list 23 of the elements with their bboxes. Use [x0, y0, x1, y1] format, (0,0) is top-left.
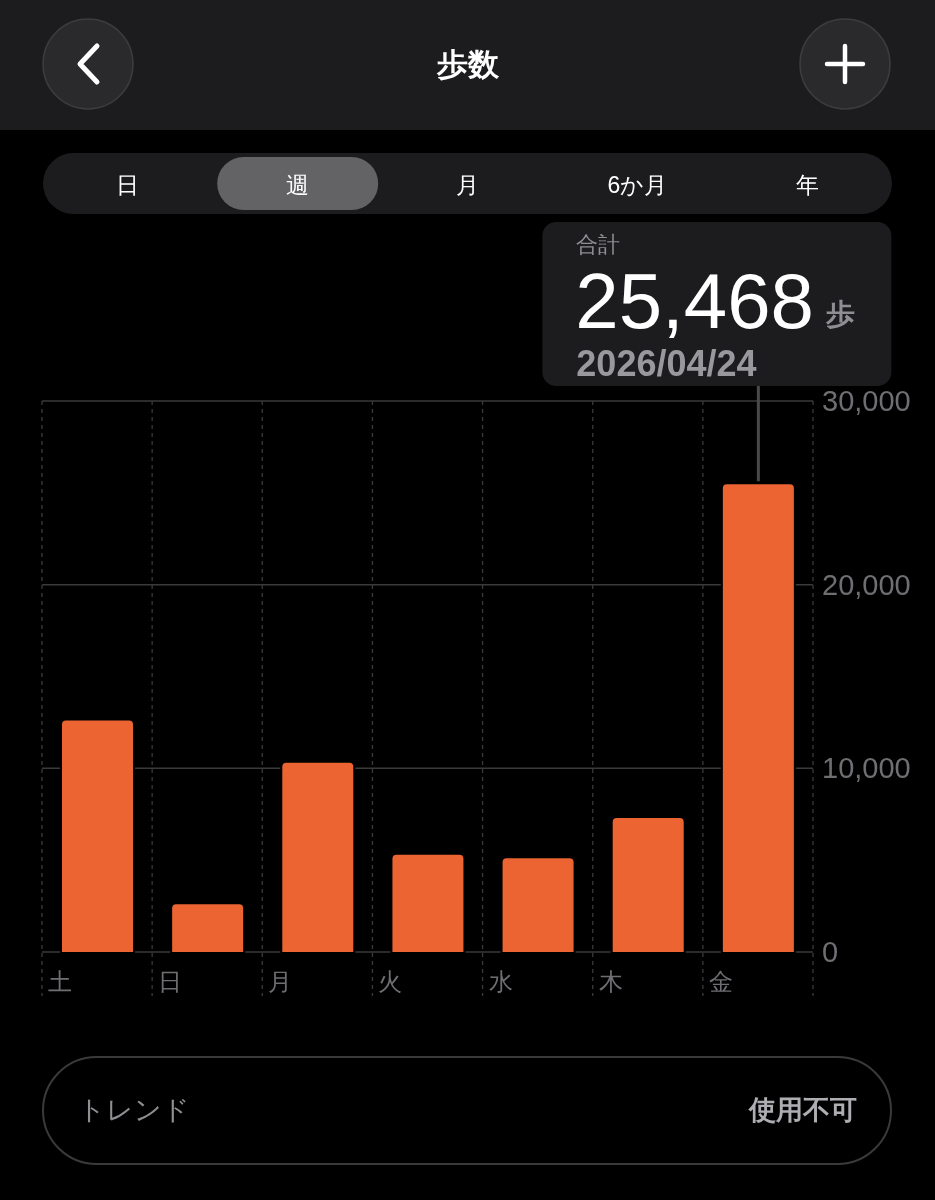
text: 合計 — [576, 231, 621, 257]
y-tick-label: 30,000 — [822, 385, 911, 417]
chart-title: 歩数 — [435, 46, 500, 82]
text: 年 — [795, 172, 819, 198]
text: 週 — [286, 172, 310, 198]
text: 使用不可 — [748, 1095, 857, 1125]
data-label: 25,468 — [575, 257, 814, 345]
text: 月 — [456, 172, 479, 198]
text: 6か月 — [607, 172, 668, 198]
text: トレンド — [78, 1095, 190, 1125]
y-tick-label: 10,000 — [822, 752, 911, 785]
x-tick-label: 火 — [378, 967, 403, 995]
y-tick-label: 20,000 — [822, 568, 911, 601]
x-tick-label: 水 — [488, 967, 513, 995]
x-tick-label: 月 — [268, 967, 293, 995]
x-tick-label: 木 — [598, 967, 623, 995]
annotation: 2026/04/24 — [576, 343, 757, 384]
x-tick-label: 日 — [158, 967, 183, 995]
x-tick-label: 金 — [708, 967, 733, 995]
text: 歩 — [824, 298, 855, 330]
y-tick-label: 0 — [822, 936, 839, 968]
text: 日 — [116, 172, 140, 198]
x-tick-label: 土 — [48, 967, 72, 995]
